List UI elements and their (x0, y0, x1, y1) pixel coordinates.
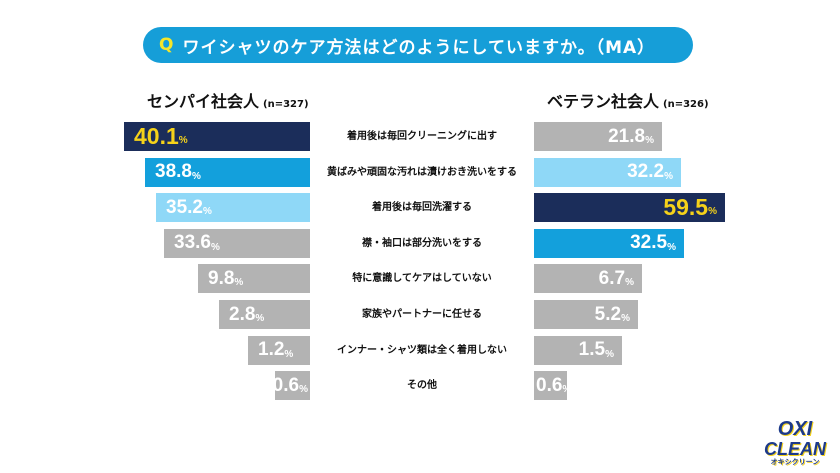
category-label: 特に意識してケアはしていない (352, 273, 492, 285)
percent-unit: % (234, 277, 244, 289)
left-bar: 35.2% (156, 193, 310, 223)
bar-value-label: 59.5 (663, 194, 709, 221)
bar-value-label: 40.1 (134, 123, 179, 149)
question-text: ワイシャツのケア方法はどのようにしていますか。（MA） (182, 37, 656, 58)
question-prefix: Q (159, 35, 175, 55)
group-right-title: ベテラン社会人 (n=326) (547, 88, 709, 112)
category-label: 着用後は毎回クリーニングに出す (347, 131, 497, 142)
left-bar: 40.1% (124, 122, 310, 151)
bar-value-label: 32.2 (627, 161, 665, 183)
percent-unit: % (210, 241, 220, 253)
bar-value-label: 6.7 (598, 267, 626, 289)
group-left-title: センパイ社会人 (n=327) (147, 88, 309, 112)
right-bar: 1.5% (534, 335, 622, 365)
series-name: ベテラン社会人 (547, 92, 660, 111)
percent-unit: % (645, 135, 654, 146)
left-bar: 2.8% (219, 300, 310, 329)
percent-unit: % (562, 384, 572, 396)
bar-value-label: 38.8 (155, 161, 192, 183)
bar-value-label: 33.6 (174, 232, 211, 254)
oxiclean-logo: OXI CLEAN オキシクリーン (764, 417, 826, 467)
series-name: センパイ社会人 (147, 92, 260, 111)
left-bar: 1.2% (248, 335, 310, 365)
category-label: 家族やパートナーに任せる (362, 309, 482, 320)
left-bar: 0.6% (272, 371, 310, 401)
category-label: 襟・袖口は部分洗いをする (362, 237, 482, 249)
right-bar: 32.2% (534, 157, 681, 187)
left-bar: 33.6% (164, 228, 310, 258)
series-n: (n=327) (263, 99, 309, 110)
bar-value-label: 1.2 (258, 339, 285, 361)
right-bar: 6.7% (534, 264, 642, 294)
right-bar: 0.6% (534, 371, 571, 401)
series-n: (n=326) (663, 99, 709, 110)
category-label: 黄ばみや頑固な汚れは漬けおき洗いをする (327, 166, 517, 178)
percent-unit: % (621, 313, 630, 324)
percent-unit: % (191, 170, 201, 182)
right-bar: 32.5% (534, 228, 684, 258)
right-bar: 21.8% (534, 122, 662, 151)
bar-value-label: 9.8 (208, 267, 235, 289)
bar-value-label: 32.5 (630, 232, 668, 254)
right-bar: 59.5% (534, 193, 725, 223)
left-bar: 9.8% (198, 264, 310, 294)
percent-unit: % (605, 348, 614, 360)
left-bar: 38.8% (145, 157, 310, 187)
percent-unit: % (664, 170, 673, 182)
right-bar: 5.2% (534, 300, 638, 329)
percent-unit: % (178, 135, 188, 146)
percent-unit: % (299, 384, 308, 396)
category-label: インナー・シャツ類は全く着用しない (337, 344, 507, 356)
category-label: その他 (407, 380, 437, 392)
percent-unit: % (708, 206, 717, 218)
percent-unit: % (202, 206, 212, 218)
category-label: 着用後は毎回洗濯する (372, 202, 472, 214)
bar-value-label: 1.5 (578, 339, 606, 361)
percent-unit: % (625, 277, 634, 289)
question-banner: Q ワイシャツのケア方法はどのようにしていますか。（MA） (143, 27, 693, 63)
bar-value-label: 0.6 (272, 374, 300, 396)
bar-value-label: 5.2 (594, 303, 622, 325)
percent-unit: % (255, 313, 265, 324)
bar-value-label: 2.8 (229, 303, 256, 325)
percent-unit: % (284, 348, 294, 360)
percent-unit: % (667, 241, 676, 253)
bar-value-label: 35.2 (166, 196, 203, 218)
bar-value-label: 0.6 (536, 374, 563, 396)
bar-value-label: 21.8 (608, 125, 646, 147)
